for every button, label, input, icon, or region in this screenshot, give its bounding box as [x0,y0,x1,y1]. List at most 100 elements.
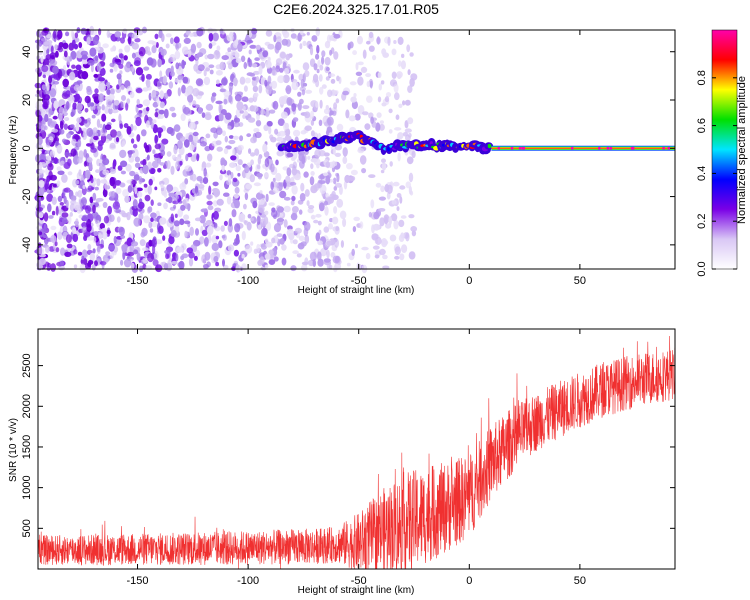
noise-speckle [232,148,236,156]
noise-speckle [284,135,292,142]
noise-speckle [96,62,102,72]
noise-speckle [290,200,295,206]
noise-speckle [208,43,213,49]
noise-speckle [237,172,241,177]
noise-speckle [325,175,331,185]
noise-speckle [152,244,156,255]
noise-speckle [216,45,221,51]
noise-speckle [65,101,70,110]
noise-speckle [329,110,334,116]
noise-speckle [82,185,86,189]
noise-speckle [319,86,324,95]
noise-speckle [207,205,214,211]
noise-speckle [188,251,195,259]
noise-speckle [42,94,50,101]
noise-speckle [197,64,205,72]
noise-speckle [382,254,388,260]
noise-speckle [93,73,99,78]
noise-speckle [228,94,233,103]
noise-speckle [245,183,253,190]
noise-speckle [43,58,50,67]
noise-speckle [134,57,142,64]
noise-speckle [379,217,385,227]
noise-speckle [281,257,287,266]
noise-speckle [108,93,115,101]
noise-speckle [52,115,58,120]
noise-speckle [204,54,209,60]
noise-speckle [276,136,284,142]
noise-speckle [192,131,199,137]
noise-speckle [120,160,128,168]
noise-speckle [310,214,316,220]
noise-speckle [255,192,264,200]
noise-speckle [38,212,44,219]
noise-speckle [102,188,108,198]
noise-speckle [152,149,156,154]
noise-speckle [234,223,241,233]
noise-speckle [92,204,96,214]
noise-speckle [315,232,321,242]
noise-speckle [215,261,220,267]
noise-speckle [395,114,400,120]
noise-speckle [270,209,278,218]
noise-speckle [357,35,363,45]
noise-speckle [109,176,115,187]
noise-speckle [286,97,293,106]
noise-speckle [89,47,97,57]
noise-speckle [205,133,211,139]
noise-speckle [329,193,336,199]
noise-speckle [151,89,157,98]
noise-speckle [141,129,147,137]
noise-speckle [411,150,416,159]
noise-speckle [366,40,371,45]
noise-speckle [400,232,405,239]
noise-speckle [396,71,403,79]
noise-speckle [176,132,183,139]
noise-speckle [265,60,272,69]
noise-speckle [348,115,356,122]
noise-speckle [123,55,128,61]
noise-speckle [92,192,97,201]
noise-speckle [160,48,167,56]
noise-speckle [136,252,141,261]
noise-speckle [315,27,320,37]
noise-speckle [214,49,220,56]
noise-speckle [156,127,164,134]
noise-speckle [323,258,331,263]
noise-speckle [391,71,397,79]
noise-speckle [104,105,109,114]
noise-speckle [267,75,272,85]
noise-speckle [102,43,109,49]
noise-speckle [264,264,269,269]
noise-speckle [106,30,111,39]
noise-speckle [50,263,56,272]
noise-speckle [81,222,88,228]
noise-speckle [375,122,381,132]
noise-speckle [273,223,282,233]
noise-speckle [408,251,416,260]
noise-speckle [275,159,279,166]
noise-speckle [368,45,375,52]
noise-speckle [127,36,132,45]
noise-speckle [256,113,260,121]
noise-speckle [268,126,272,135]
snr-series-line [38,336,675,569]
noise-speckle [187,152,193,158]
noise-speckle [90,64,94,73]
noise-speckle [315,213,322,218]
noise-speckle [317,240,323,246]
noise-speckle [302,62,310,71]
constant-line-dot [497,146,501,150]
noise-speckle [46,34,52,39]
noise-speckle [59,120,64,130]
noise-speckle [189,174,193,181]
noise-speckle [76,117,82,123]
noise-speckle [201,112,206,118]
noise-speckle [184,203,191,210]
noise-speckle [51,210,56,216]
noise-speckle [60,160,65,165]
noise-speckle [160,149,166,157]
noise-speckle [223,220,228,226]
noise-speckle [285,53,291,61]
noise-speckle [159,101,165,109]
